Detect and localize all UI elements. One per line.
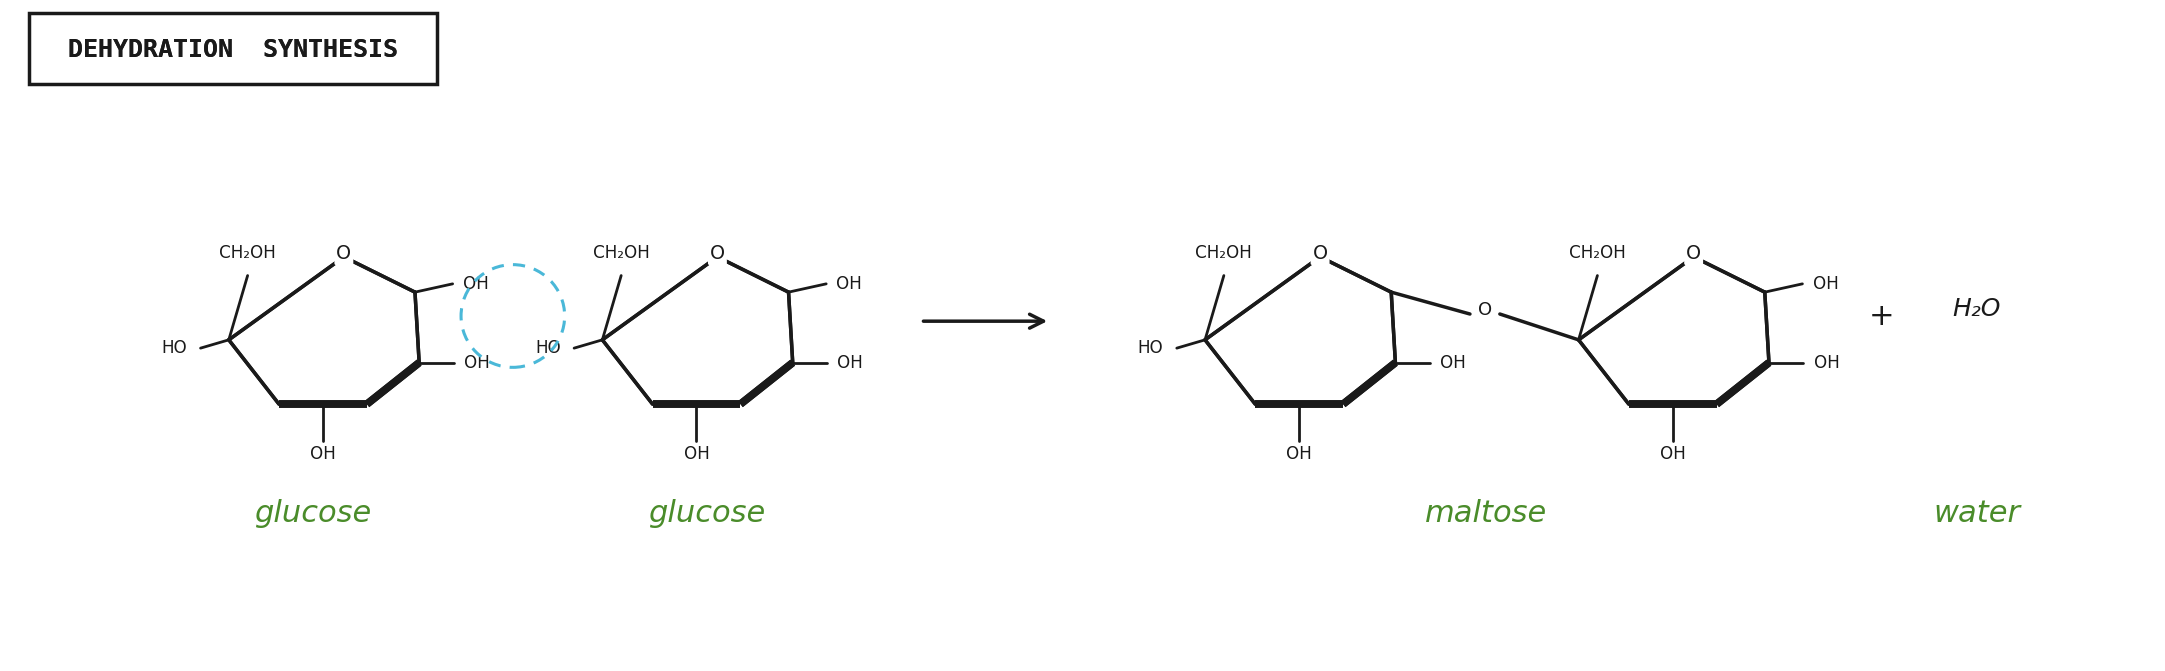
Text: DEHYDRATION  SYNTHESIS: DEHYDRATION SYNTHESIS xyxy=(69,38,398,62)
Text: H₂O: H₂O xyxy=(1953,297,2000,321)
Polygon shape xyxy=(1578,257,1769,404)
Text: OH: OH xyxy=(1814,354,1840,372)
Text: O: O xyxy=(710,244,725,263)
Text: water: water xyxy=(1933,499,2020,528)
Text: CH₂OH: CH₂OH xyxy=(219,244,275,262)
Polygon shape xyxy=(602,257,792,404)
Text: OH: OH xyxy=(310,445,336,463)
Text: OH: OH xyxy=(1812,275,1838,293)
Text: OH: OH xyxy=(1286,445,1312,463)
Text: OH: OH xyxy=(838,354,864,372)
FancyBboxPatch shape xyxy=(28,13,437,84)
Text: OH: OH xyxy=(463,354,489,372)
Text: maltose: maltose xyxy=(1425,499,1548,528)
Text: O: O xyxy=(1687,244,1702,263)
Text: O: O xyxy=(1312,244,1327,263)
Text: O: O xyxy=(336,244,351,263)
Text: HO: HO xyxy=(1139,339,1163,357)
Text: OH: OH xyxy=(684,445,710,463)
Text: O: O xyxy=(1479,301,1492,319)
Text: CH₂OH: CH₂OH xyxy=(1195,244,1251,262)
Text: +: + xyxy=(1868,302,1894,331)
Text: OH: OH xyxy=(463,275,489,293)
Text: glucose: glucose xyxy=(253,499,372,528)
Text: CH₂OH: CH₂OH xyxy=(1570,244,1626,262)
Polygon shape xyxy=(1206,257,1396,404)
Polygon shape xyxy=(229,257,420,404)
Text: DEHYDRATION  SYNTHESIS: DEHYDRATION SYNTHESIS xyxy=(69,38,398,62)
Text: OH: OH xyxy=(1661,445,1687,463)
Text: CH₂OH: CH₂OH xyxy=(593,244,650,262)
Text: HO: HO xyxy=(535,339,561,357)
Text: glucose: glucose xyxy=(647,499,764,528)
Text: HO: HO xyxy=(162,339,188,357)
Text: OH: OH xyxy=(836,275,862,293)
Text: OH: OH xyxy=(1440,354,1466,372)
